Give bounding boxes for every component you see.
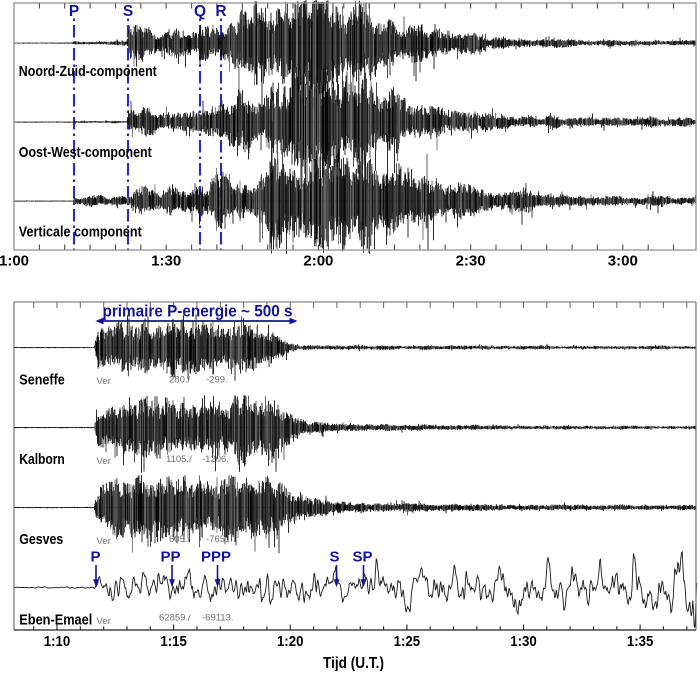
svg-text:2:30: 2:30 bbox=[456, 253, 486, 270]
svg-text:R: R bbox=[215, 3, 226, 20]
svg-text:Eben-Emael: Eben-Emael bbox=[19, 613, 92, 629]
svg-text:Ver: Ver bbox=[97, 536, 111, 547]
svg-text:1:30: 1:30 bbox=[151, 253, 181, 270]
svg-text:S: S bbox=[329, 549, 339, 566]
svg-text:Oost-West-component: Oost-West-component bbox=[19, 145, 152, 161]
svg-text:280./: 280./ bbox=[169, 375, 190, 386]
svg-text:P: P bbox=[69, 3, 79, 20]
svg-text:1105./: 1105./ bbox=[166, 454, 192, 465]
svg-text:1:00: 1:00 bbox=[0, 253, 29, 270]
svg-text:1:35: 1:35 bbox=[627, 633, 654, 650]
svg-text:Ver: Ver bbox=[97, 616, 111, 627]
svg-text:PPP: PPP bbox=[201, 549, 231, 566]
svg-text:Seneffe: Seneffe bbox=[19, 373, 65, 389]
svg-text:PP: PP bbox=[160, 549, 180, 566]
svg-text:1:20: 1:20 bbox=[277, 633, 304, 650]
svg-text:Ver: Ver bbox=[97, 456, 111, 467]
svg-text:Noord-Zuid-component: Noord-Zuid-component bbox=[19, 64, 157, 80]
svg-text:SP: SP bbox=[352, 549, 372, 566]
svg-text:Ver: Ver bbox=[97, 376, 111, 387]
svg-text:-1206.: -1206. bbox=[202, 454, 229, 465]
svg-text:3:00: 3:00 bbox=[608, 253, 638, 270]
svg-text:1:10: 1:10 bbox=[44, 633, 71, 650]
svg-text:1:25: 1:25 bbox=[394, 633, 421, 650]
svg-text:1:30: 1:30 bbox=[510, 633, 537, 650]
svg-text:-299.: -299. bbox=[206, 375, 228, 386]
svg-text:Gesves: Gesves bbox=[19, 532, 63, 548]
svg-text:-69113.: -69113. bbox=[202, 613, 234, 624]
svg-text:-765.: -765. bbox=[206, 534, 228, 545]
svg-text:Q: Q bbox=[194, 3, 206, 20]
svg-text:Verticale component: Verticale component bbox=[19, 225, 142, 241]
svg-text:62859./: 62859./ bbox=[159, 613, 191, 624]
svg-text:1:15: 1:15 bbox=[160, 633, 187, 650]
svg-text:P: P bbox=[90, 549, 100, 566]
svg-text:S: S bbox=[123, 3, 133, 20]
svg-text:2:00: 2:00 bbox=[303, 253, 333, 270]
svg-text:Tijd (U.T.): Tijd (U.T.) bbox=[323, 655, 384, 671]
svg-text:605./: 605./ bbox=[169, 534, 190, 545]
svg-text:Kalborn: Kalborn bbox=[19, 452, 65, 468]
svg-text:primaire P-energie ~ 500 s: primaire P-energie ~ 500 s bbox=[103, 303, 293, 321]
